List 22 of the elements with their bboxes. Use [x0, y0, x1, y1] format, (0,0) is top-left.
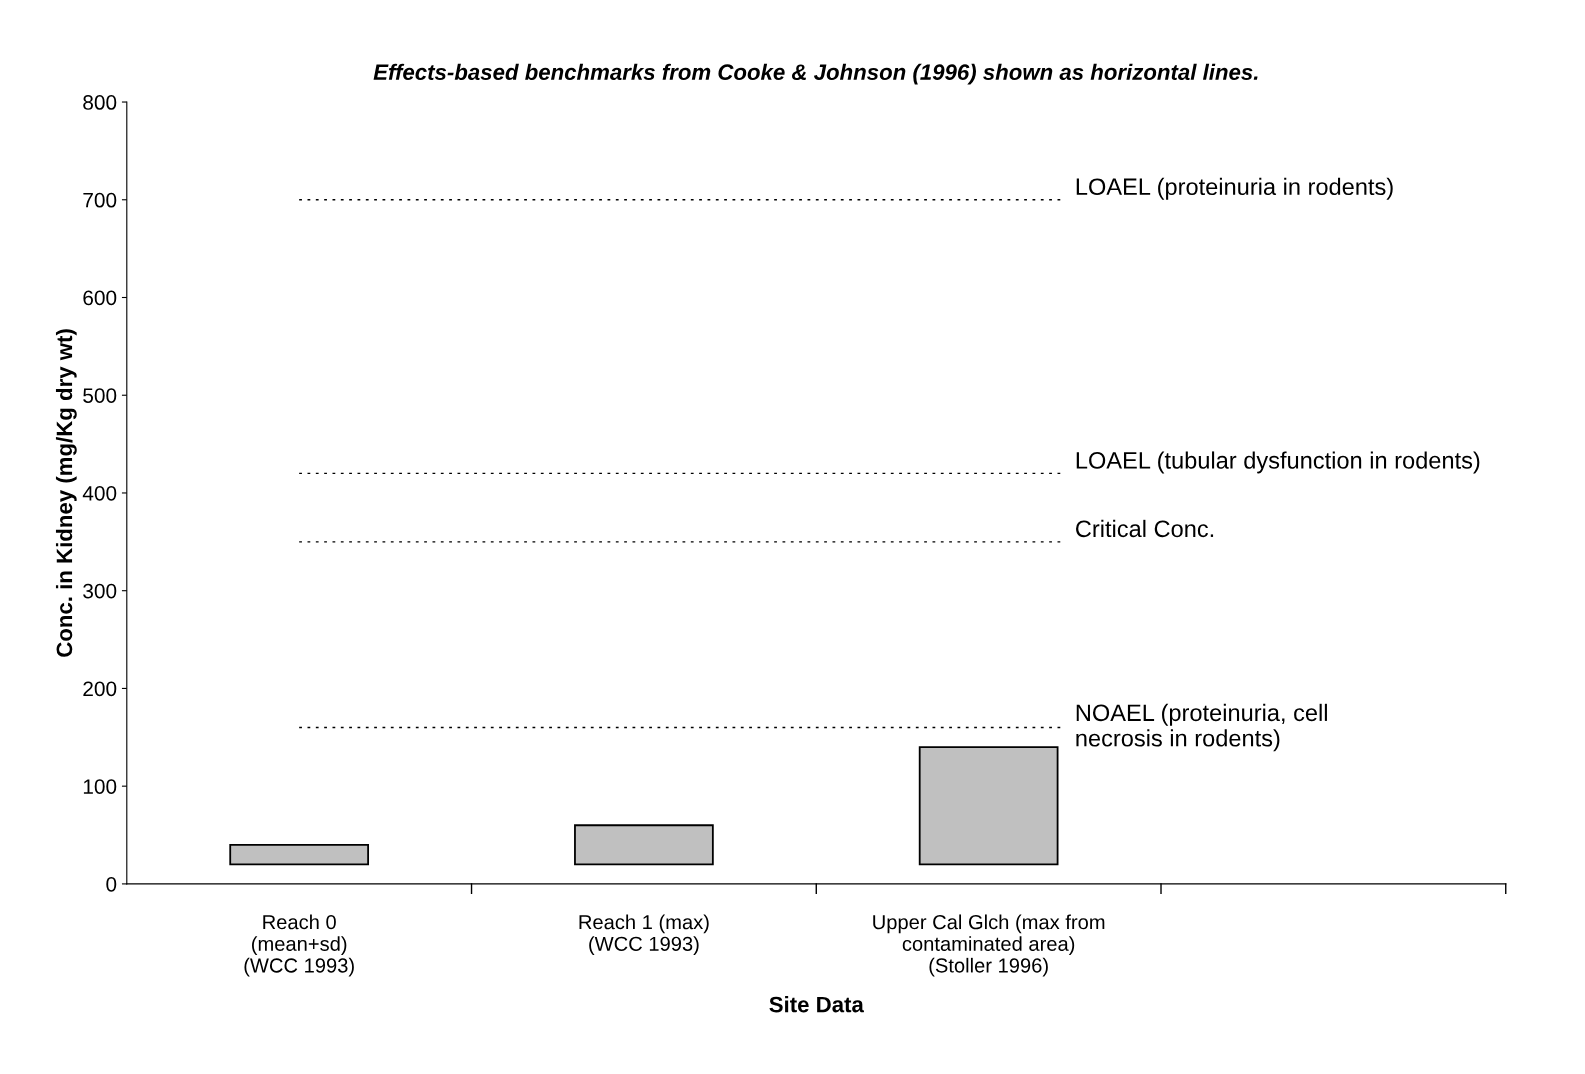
ref-line-label: LOAEL (tubular dysfunction in rodents): [1076, 451, 1480, 474]
y-tick-label: 800: [83, 95, 117, 110]
y-tick-label: 100: [83, 779, 117, 794]
y-tick-label: 700: [83, 192, 117, 208]
y-tick-label: 300: [83, 583, 117, 599]
y-tick-label: 500: [83, 388, 117, 403]
x-tick-label: Upper Cal Glch (max from contaminated area) (Stoller 1996): [873, 914, 1105, 977]
y-tick-label: 600: [83, 290, 117, 306]
y-tick-label: 200: [83, 681, 117, 697]
chart-title: Effects-based benchmarks from Cooke & Johnson (1996) shown as horizontal lines.: [373, 63, 1258, 85]
x-axis-title: Site Data: [769, 996, 864, 1013]
x-tick-label: Reach 0 (mean+sd) (WCC 1993): [244, 914, 354, 977]
bar: [574, 824, 714, 866]
y-axis-title: Conc. in Kidney (mg/Kg dry wt): [55, 329, 77, 657]
ref-line-label: LOAEL (proteinuria in rodents): [1076, 177, 1393, 200]
bar: [918, 746, 1059, 866]
ref-line-label: Critical Conc.: [1076, 519, 1214, 538]
x-tick-label: Reach 1 (max) (WCC 1993): [579, 914, 709, 955]
bar: [229, 843, 370, 866]
ref-line-label: NOAEL (proteinuria, cell necrosis in rodents): [1076, 703, 1327, 752]
y-tick-label: 0: [106, 876, 117, 892]
y-tick-label: 400: [82, 485, 117, 501]
